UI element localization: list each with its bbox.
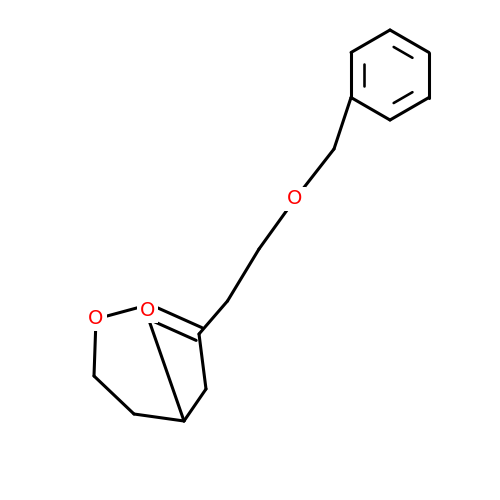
Text: O: O [288, 190, 302, 208]
Text: O: O [88, 310, 104, 328]
Text: O: O [140, 302, 155, 320]
